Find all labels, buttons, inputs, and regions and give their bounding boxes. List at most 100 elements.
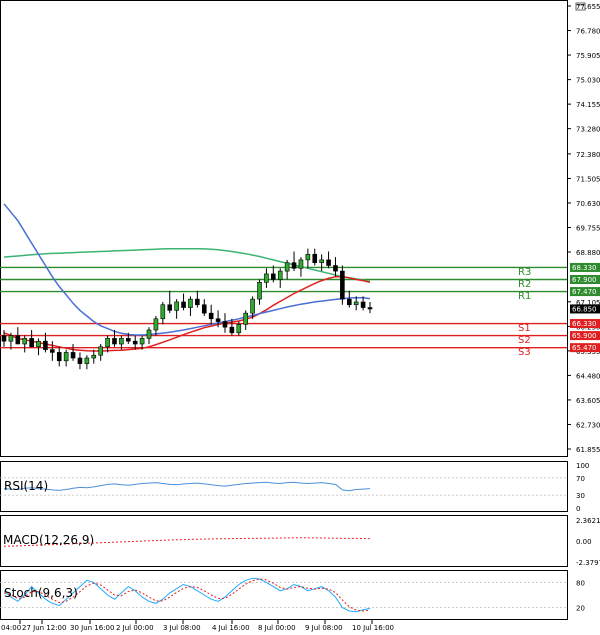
level-name-s3: S3 (518, 347, 531, 358)
rsi-tick-label: 70 (576, 475, 585, 483)
candle-body (84, 357, 90, 364)
ma-line-0 (3, 247, 371, 282)
stoch-panel: 80 20 (0, 577, 585, 613)
level-price-tag-label: 65.470 (572, 344, 597, 352)
level-price-tag (570, 331, 600, 341)
rsi-panel-frame (0, 461, 568, 512)
price-tick-label: 64.480 (576, 372, 600, 380)
candle-body (132, 340, 138, 345)
candle-body (36, 340, 41, 348)
time-tick-label: 9 Jul 08:00 (305, 624, 343, 632)
macd-panel-frame (0, 515, 568, 567)
macd-tick-label: -2.3797 (576, 559, 600, 567)
candle-body (188, 298, 193, 308)
level-name-r1: R1 (518, 291, 531, 302)
window-icon[interactable] (575, 2, 586, 11)
ma-line-1 (3, 275, 371, 352)
candle-body (43, 340, 48, 350)
candle-body (333, 265, 338, 272)
price-tick-label: 72.380 (576, 151, 600, 159)
price-tick-label: 70.630 (576, 200, 600, 208)
candle-body (126, 338, 131, 342)
level-price-tags: 68.330 67.900 67.470 66.330 65.900 65.470 66.8… (570, 262, 600, 353)
candle-body (63, 352, 69, 362)
level-price-tag-label: 67.470 (572, 288, 597, 296)
level-price-tag-label: 68.330 (572, 264, 597, 272)
candles (1, 248, 373, 370)
candle-body (229, 326, 235, 334)
stoch-tick-label: 80 (576, 579, 585, 587)
candle-body (312, 253, 318, 263)
price-tick-label: 68.880 (576, 249, 600, 257)
candle-body (257, 282, 262, 300)
rsi-panel: 100 70 30 0 (0, 462, 589, 513)
price-tick-label: 63.605 (576, 397, 600, 405)
candle-body (167, 304, 173, 311)
candle-body (70, 352, 76, 359)
candle-body (367, 307, 373, 310)
candle-body (298, 259, 304, 269)
current-price-tag (570, 304, 600, 314)
level-price-tag (570, 287, 600, 297)
time-tick-label: 3 Jul 08:00 (163, 624, 201, 632)
candle-body (15, 335, 21, 345)
price-tick-label: 74.155 (576, 101, 600, 109)
candle-body (201, 304, 207, 314)
candle-body (22, 338, 28, 345)
level-price-tag (570, 275, 600, 285)
time-tick-label: 04:00 (1, 624, 21, 632)
moving-averages (3, 203, 371, 352)
candle-body (153, 318, 159, 331)
level-name-r2: R2 (518, 279, 531, 290)
candle-body (340, 270, 345, 300)
candle-body (146, 329, 152, 339)
level-name-s2: S2 (518, 335, 531, 346)
candle-body (105, 338, 110, 348)
time-tick-label: 8 Jul 00:00 (258, 624, 296, 632)
macd-label: MACD(12,26,9) (3, 533, 94, 547)
rsi-tick-label: 100 (576, 462, 589, 470)
candle-body (326, 259, 331, 266)
stoch-tick-label: 20 (576, 605, 585, 613)
level-price-tag-label: 67.900 (572, 276, 597, 284)
level-price-tag (570, 262, 600, 272)
price-axis: 77.655 76.780 75.905 75.030 74.155 73.280 72.3… (567, 3, 600, 454)
candle-body (291, 262, 297, 269)
candle-body (98, 346, 103, 356)
candle-body (353, 301, 359, 306)
candle-body (1, 335, 7, 342)
current-price-label: 66.850 (572, 305, 597, 313)
macd-panel: 2.3621 0.00 -2.3797 (3, 517, 600, 567)
candle-body (195, 298, 200, 306)
candle-body (277, 270, 283, 280)
level-name-r3: R3 (518, 267, 531, 278)
candle-body (250, 298, 255, 314)
time-tick-label: 30 Jun 16:00 (70, 624, 114, 632)
macd-tick-label: 0.00 (576, 538, 592, 546)
candle-body (8, 335, 14, 342)
candle-body (222, 321, 228, 328)
candle-body (215, 318, 221, 322)
stoch-label: Stoch(9,6,3) (4, 586, 78, 600)
candle-body (243, 312, 248, 325)
rsi-tick-label: 0 (576, 505, 580, 513)
price-tick-label: 71.505 (576, 175, 600, 183)
candle-body (91, 354, 97, 359)
candle-body (305, 253, 311, 261)
candle-body (56, 352, 62, 362)
price-tick-label: 75.030 (576, 77, 600, 85)
ma-line-2 (3, 203, 371, 336)
candle-body (264, 273, 269, 283)
candle-body (360, 301, 366, 308)
stoch-panel-frame (0, 570, 568, 620)
candle-body (208, 312, 214, 320)
main-panel-frame (0, 0, 568, 457)
time-axis: 04:00 27 Jun 12:00 30 Jun 16:00 2 Jul 00:00… (1, 620, 394, 632)
time-tick-label: 2 Jul 00:00 (116, 624, 154, 632)
level-price-tag-label: 66.330 (572, 320, 597, 328)
price-tick-label: 77.655 (576, 3, 600, 11)
rsi-line (3, 481, 371, 492)
stoch-k-line (3, 577, 371, 613)
level-price-tag-label: 65.900 (572, 332, 597, 340)
